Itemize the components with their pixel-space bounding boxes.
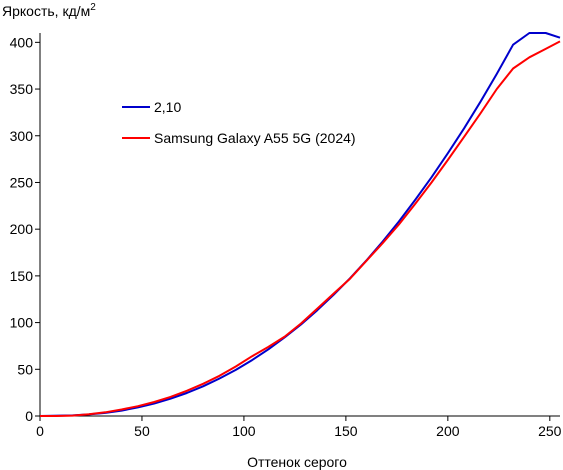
plot-area (39, 33, 560, 417)
x-tick-label: 0 (36, 423, 44, 439)
y-tick-label: 50 (17, 361, 33, 377)
x-tick-label: 200 (436, 423, 460, 439)
y-tick-label: 150 (10, 268, 34, 284)
y-axis: 0 50 100 150 200 250 300 350 400 (10, 34, 40, 424)
x-tick-label: 250 (538, 423, 562, 439)
y-tick-label: 250 (10, 174, 34, 190)
series-line-reference (39, 32, 561, 417)
y-tick-label: 0 (25, 408, 33, 424)
legend-label: Samsung Galaxy A55 5G (2024) (154, 130, 356, 146)
y-tick-label: 200 (10, 221, 34, 237)
x-tick-label: 150 (334, 423, 358, 439)
x-tick-label: 100 (232, 423, 256, 439)
x-axis: 0 50 100 150 200 250 (36, 416, 562, 439)
y-tick-label: 100 (10, 315, 34, 331)
series-line-measured (40, 40, 561, 417)
x-tick-label: 50 (134, 423, 150, 439)
y-tick-label: 300 (10, 128, 34, 144)
legend: 2,10 Samsung Galaxy A55 5G (2024) (122, 99, 356, 146)
series-lines (39, 32, 561, 417)
x-axis-title: Оттенок серого (247, 454, 347, 470)
y-tick-label: 400 (10, 34, 34, 50)
y-axis-title: Яркость, кд/м2 (2, 2, 96, 19)
y-tick-label: 350 (10, 81, 34, 97)
legend-label: 2,10 (154, 99, 181, 115)
